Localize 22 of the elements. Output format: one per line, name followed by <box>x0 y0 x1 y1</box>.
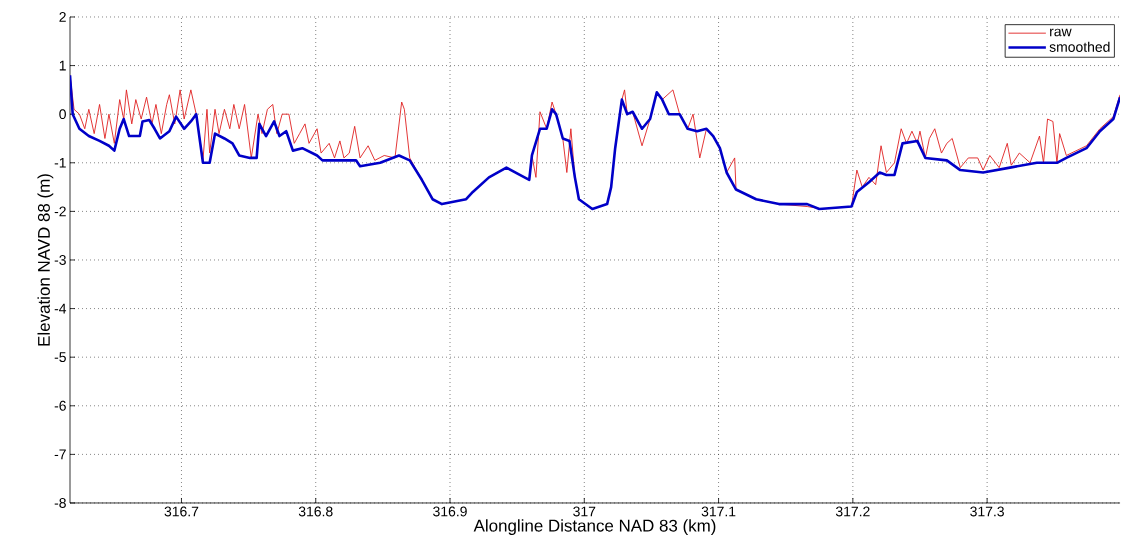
legend-label: raw <box>1050 28 1072 37</box>
x-tick-label: 317 <box>573 506 596 517</box>
y-tick-label: -2 <box>54 206 66 217</box>
y-tick-label: -7 <box>54 449 66 460</box>
y-tick-label: -5 <box>54 352 66 363</box>
y-tick-label: -6 <box>54 400 66 411</box>
y-tick-label: 0 <box>59 109 66 120</box>
x-tick-label: 316.9 <box>433 506 467 517</box>
y-tick-label: -3 <box>54 255 66 265</box>
legend-label: smoothed <box>1049 41 1110 52</box>
y-tick-label: -1 <box>54 157 66 168</box>
x-tick-label: 317.3 <box>970 506 1004 517</box>
x-tick-label: 317.2 <box>835 506 870 517</box>
x-tick-label: 317.1 <box>701 506 736 517</box>
y-tick-label: -4 <box>54 303 67 314</box>
x-tick-label: 316.8 <box>298 506 333 517</box>
x-tick-label: 316.7 <box>164 506 199 517</box>
y-tick-label: -8 <box>54 498 66 508</box>
y-tick-label: 1 <box>59 60 66 71</box>
y-axis-title: Elevation NAVD 88 (m) <box>37 174 54 346</box>
x-axis-title: Alongline Distance NAD 83 (km) <box>473 519 716 536</box>
y-tick-label: 2 <box>59 12 66 22</box>
